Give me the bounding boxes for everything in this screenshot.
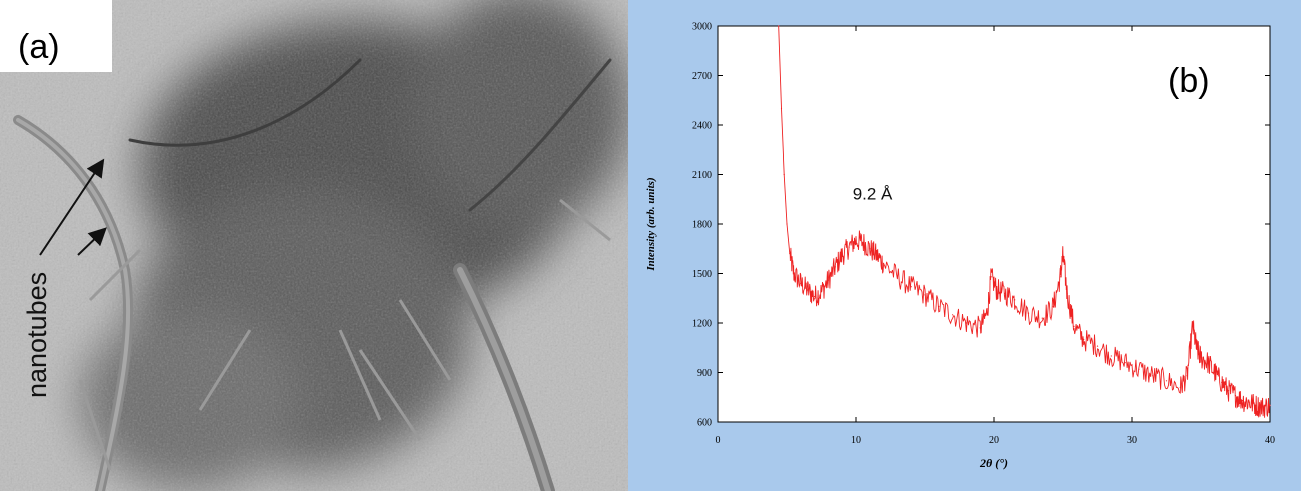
data-point	[910, 286, 912, 288]
y-tick-label: 1500	[692, 269, 712, 280]
x-tick-label: 10	[851, 435, 861, 446]
data-point	[841, 254, 843, 256]
y-axis-label: Intensity (arb. units)	[645, 177, 657, 271]
tem-large-tubes	[13, 58, 612, 491]
data-point	[1200, 357, 1202, 359]
panel-a-label: (a)	[18, 28, 60, 66]
data-point	[827, 279, 829, 281]
data-point	[1192, 325, 1194, 327]
tem-grain	[0, 0, 628, 491]
data-point	[848, 246, 850, 248]
data-point	[855, 239, 857, 242]
panel-a-label-box	[0, 0, 112, 72]
data-point	[862, 241, 864, 243]
data-point	[1207, 362, 1209, 364]
data-point	[789, 253, 791, 255]
x-tick-label: 0	[716, 435, 721, 446]
data-point	[1255, 404, 1257, 407]
data-point	[938, 305, 940, 308]
data-point	[883, 263, 885, 265]
data-point	[834, 266, 836, 268]
data-point	[1228, 390, 1230, 392]
data-point	[820, 291, 823, 293]
data-point	[783, 173, 785, 176]
data-point	[876, 254, 878, 256]
data-point	[1152, 375, 1154, 377]
y-tick-label: 1200	[692, 319, 712, 330]
y-tick-label: 2400	[692, 121, 712, 132]
xrd-chart: 600 900 1200 1500 1800 2100 2400 2700 3000 0 10 20…	[645, 22, 1275, 471]
y-tick-label: 600	[697, 418, 712, 429]
data-point	[896, 276, 898, 278]
y-tick-label: 2700	[692, 71, 712, 82]
data-point	[814, 296, 816, 298]
data-point	[924, 294, 926, 296]
nanotubes-annotation: nanotubes	[22, 272, 52, 398]
data-point	[1196, 348, 1198, 350]
y-tick-label: 2100	[692, 170, 712, 181]
x-tick-label: 40	[1265, 435, 1275, 446]
tem-micrograph-image: (a) nanotubes	[0, 0, 628, 491]
xrd-chart-panel: 600 900 1200 1500 1800 2100 2400 2700 3000 0 10 20…	[628, 0, 1301, 491]
data-point	[1138, 368, 1140, 370]
nanotube-arrow-upper	[77, 227, 107, 256]
data-point	[1214, 371, 1216, 374]
data-point	[807, 289, 809, 291]
data-point	[1052, 305, 1054, 308]
data-point	[1269, 404, 1271, 407]
peak-annotation: 9.2 Å	[853, 184, 893, 203]
data-point	[965, 322, 967, 324]
data-point	[1221, 381, 1223, 383]
data-point	[778, 25, 780, 27]
data-point	[990, 276, 992, 278]
data-point	[800, 282, 802, 284]
data-point	[1041, 317, 1043, 319]
data-point	[1186, 375, 1188, 377]
y-tick-label: 900	[697, 368, 712, 379]
data-point	[1179, 386, 1181, 388]
nanotube-arrow-lower	[39, 158, 105, 256]
data-point	[1073, 325, 1075, 327]
data-point	[996, 289, 998, 291]
y-tick-label: 3000	[692, 22, 712, 33]
data-point	[1004, 292, 1006, 294]
data-point	[780, 107, 783, 110]
data-point	[1241, 400, 1243, 402]
data-point	[1027, 312, 1030, 314]
series-layer	[778, 25, 1271, 418]
panel-b-label: (b)	[1168, 62, 1210, 100]
data-point	[1066, 292, 1068, 294]
data-point	[1096, 345, 1099, 347]
data-point	[1262, 406, 1264, 408]
data-point	[786, 223, 788, 225]
data-point	[1110, 355, 1112, 357]
x-tick-label: 20	[989, 435, 999, 446]
x-axis: 0 10 20 30 40	[716, 26, 1275, 446]
data-point	[979, 327, 981, 329]
data-point	[1234, 395, 1237, 397]
series-trace	[778, 25, 1271, 418]
x-tick-label: 30	[1127, 435, 1137, 446]
x-axis-label: 2θ (°)	[979, 456, 1008, 470]
data-point	[952, 314, 954, 316]
y-axis: 600 900 1200 1500 1800 2100 2400 2700 3000	[692, 22, 1270, 429]
y-tick-label: 1800	[692, 220, 712, 231]
data-point	[1062, 254, 1064, 256]
data-point	[1014, 299, 1016, 301]
data-point	[1248, 401, 1250, 403]
data-point	[1083, 338, 1085, 341]
data-point	[986, 312, 988, 314]
data-point	[1059, 276, 1061, 278]
data-point	[793, 272, 795, 275]
data-point	[1165, 380, 1168, 382]
tem-micrograph-panel: (a) nanotubes	[0, 0, 628, 491]
data-point	[869, 248, 871, 250]
data-point	[1124, 362, 1126, 364]
plot-area	[717, 25, 1271, 423]
annotation-layer: 9.2 Å	[853, 184, 893, 203]
tem-fibers	[78, 198, 611, 471]
